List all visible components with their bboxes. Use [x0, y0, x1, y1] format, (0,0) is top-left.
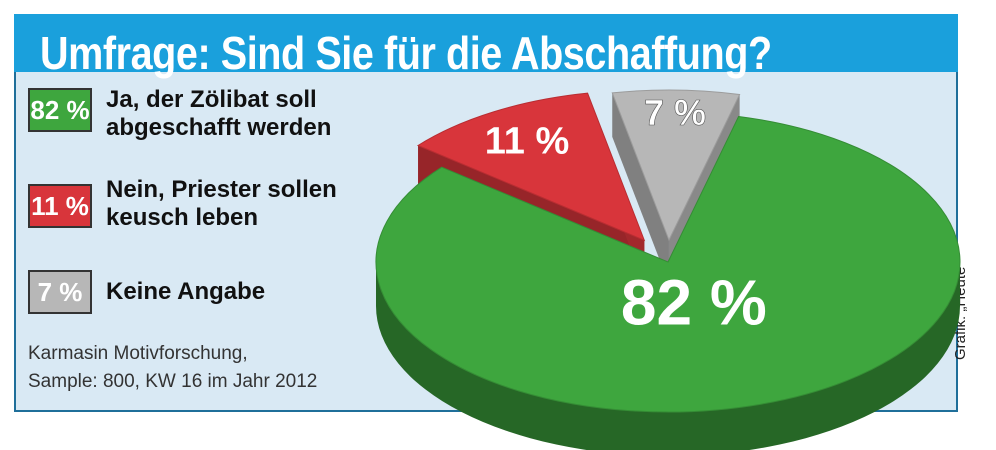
source-note: Karmasin Motivforschung, Sample: 800, KW…: [28, 343, 318, 392]
title-bar: Umfrage: Sind Sie für die Abschaffung?: [14, 14, 958, 79]
legend-swatch-none: 7 %: [28, 270, 92, 314]
pie-slice-value-label-2: 7 %: [644, 92, 706, 133]
legend-swatch-no: 11 %: [28, 184, 92, 228]
pie-slice-side-0-0: [376, 262, 960, 450]
legend-label-yes: Ja, der Zölibat soll abgeschafft werden: [106, 86, 332, 141]
legend-label-none: Keine Angabe: [106, 278, 266, 305]
legend-swatch-yes: 82 %: [28, 88, 92, 132]
pie-slice-wall-start-2: [612, 92, 669, 285]
chart-title: Umfrage: Sind Sie für die Abschaffung?: [40, 27, 772, 79]
pie-slice-top-2: [611, 89, 741, 242]
pie-slice-top-0: [375, 115, 961, 413]
pie-slice-0: [375, 115, 961, 450]
pie-slice-value-label-0: 82 %: [621, 266, 767, 338]
pie-slice-value-label-1: 11 %: [485, 120, 570, 162]
legend-label-no: Nein, Priester sollen keusch leben: [106, 176, 337, 231]
pie-slice-top-1: [416, 92, 646, 242]
